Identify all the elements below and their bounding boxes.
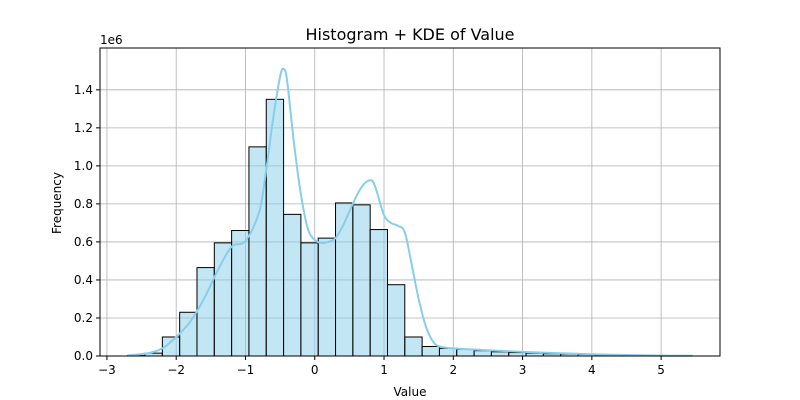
histogram-bar: [352, 204, 371, 357]
y-tick-label: 0.0: [74, 349, 93, 363]
histogram-bar: [179, 311, 198, 357]
x-tick-label: −3: [98, 363, 116, 377]
x-tick-label: 3: [519, 363, 527, 377]
y-tick-label: 0.4: [74, 273, 93, 287]
histogram-bar: [508, 352, 527, 357]
histogram-bar: [335, 202, 354, 357]
y-tick-label: 0.6: [74, 235, 93, 249]
histogram-bar: [283, 213, 302, 357]
x-axis-ticks: −3 −2 −1 0 1 2 3 4 5: [98, 356, 665, 377]
y-offset-label: 1e6: [100, 33, 123, 47]
chart-title: Histogram + KDE of Value: [305, 25, 514, 44]
x-tick-label: 1: [380, 363, 388, 377]
histogram-bar: [404, 336, 423, 357]
histogram-bar: [490, 351, 510, 357]
histogram-bar: [317, 237, 337, 357]
histogram-bar: [231, 230, 250, 357]
plot-frame: [99, 47, 721, 357]
x-tick-label: 5: [657, 363, 665, 377]
histogram-bar: [369, 229, 388, 357]
grid-lines: [100, 48, 720, 357]
x-tick-label: −1: [237, 363, 255, 377]
histogram-bar: [438, 347, 458, 357]
y-axis-label: Frequency: [50, 172, 64, 234]
x-tick-label: 2: [449, 363, 457, 377]
x-tick-label: −2: [167, 363, 185, 377]
y-tick-label: 1.4: [74, 83, 93, 97]
y-axis-ticks: 0.0 0.2 0.4 0.6 0.8 1.0 1.2 1.4: [74, 83, 100, 363]
y-tick-label: 0.8: [74, 197, 93, 211]
axes-frame: [99, 47, 721, 357]
histogram-bars: [127, 98, 693, 357]
x-axis-label: Value: [394, 385, 427, 399]
x-tick-label: 4: [588, 363, 596, 377]
histogram-bar: [421, 345, 440, 357]
y-tick-label: 0.2: [74, 311, 93, 325]
histogram-bar: [473, 350, 492, 357]
y-tick-label: 1.2: [74, 121, 93, 135]
histogram-bar: [386, 284, 406, 357]
kde-curve-group: [127, 67, 693, 357]
histogram-bar: [265, 98, 285, 357]
x-tick-label: 0: [311, 363, 319, 377]
kde-line: [127, 67, 693, 357]
y-tick-label: 1.0: [74, 159, 93, 173]
histogram-bar: [248, 146, 267, 357]
histogram-bar: [300, 242, 319, 357]
